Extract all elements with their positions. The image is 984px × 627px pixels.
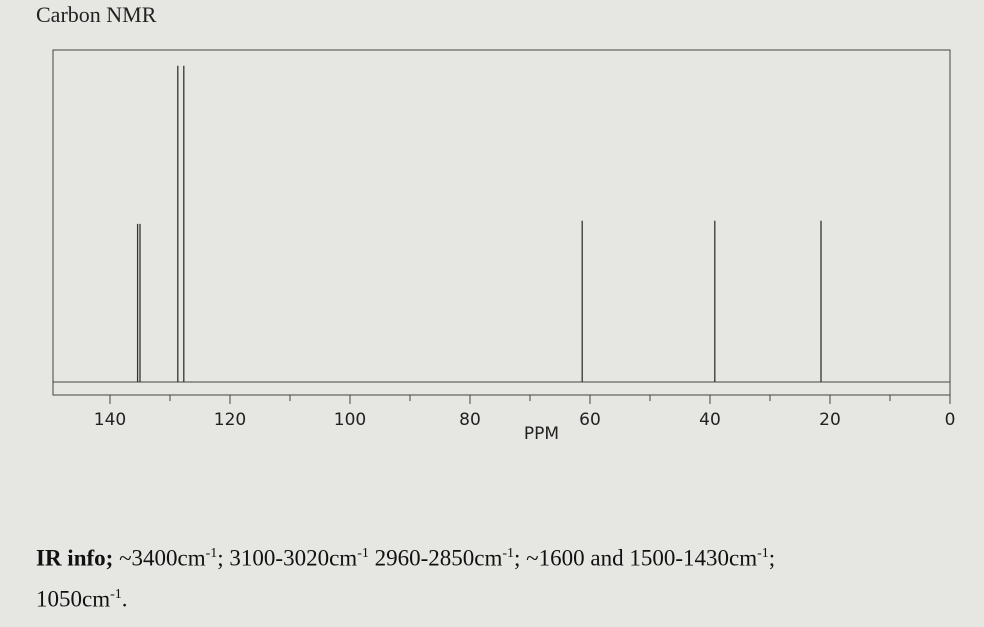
ir-info: IR info; ~3400cm-1; 3100-3020cm-1 2960-2… [36, 536, 976, 617]
ir-text: 2960-2850cm [368, 545, 503, 571]
ir-text: ; ~1600 and 1500-1430cm [514, 545, 758, 571]
ir-text: . [121, 586, 128, 612]
ir-text: 1050cm [36, 586, 111, 612]
x-tick-label: 100 [334, 410, 366, 430]
plot-frame [52, 49, 951, 396]
ir-label: IR info; [36, 545, 114, 571]
ir-sup: -1 [357, 546, 369, 561]
x-tick-label: 60 [579, 410, 601, 430]
ir-sup: -1 [757, 546, 769, 561]
chart-title: Carbon NMR [36, 2, 157, 27]
ir-text: ; 3100-3020cm [217, 545, 358, 571]
ir-sup: -1 [502, 546, 515, 561]
x-tick-label: 0 [945, 410, 956, 430]
ir-sup: -1 [110, 586, 122, 602]
ir-text: ~3400cm [119, 545, 206, 571]
x-tick-label: 120 [214, 410, 246, 430]
ir-text: ; [768, 545, 776, 571]
x-tick-label: 140 [94, 410, 126, 430]
x-tick-label: 20 [819, 410, 841, 430]
x-axis-label: PPM [524, 424, 559, 444]
ir-sup: -1 [205, 546, 218, 561]
x-tick-label: 80 [459, 410, 481, 430]
x-tick-label: 40 [699, 410, 721, 430]
